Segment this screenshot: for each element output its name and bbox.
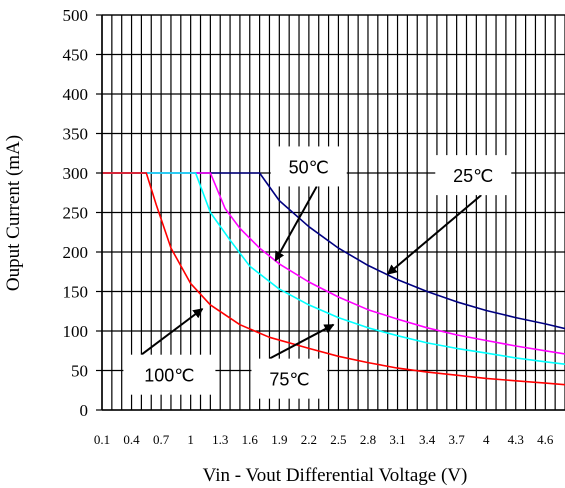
y-tick-label: 200 [63, 243, 89, 262]
x-tick-label: 1 [187, 432, 194, 447]
x-tick-label: 0.4 [123, 432, 140, 447]
x-tick-label: 2.2 [301, 432, 317, 447]
y-tick-label: 300 [63, 164, 89, 183]
x-tick-label: 2.5 [330, 432, 346, 447]
annotation-arrow [140, 308, 204, 356]
series-line [102, 172, 565, 365]
y-tick-label: 150 [63, 283, 89, 302]
x-tick-label: 4.6 [537, 432, 554, 447]
annotation-box [435, 155, 512, 196]
y-tick-label: 450 [63, 46, 89, 65]
x-tick-label: 3.4 [419, 432, 436, 447]
y-tick-label: 250 [63, 204, 89, 223]
annotation-arrow [386, 194, 482, 275]
annotation-box [270, 146, 347, 187]
annotation-box [123, 354, 216, 395]
annotation-box [251, 358, 328, 399]
annotation-arrow [274, 185, 318, 262]
y-tick-label: 400 [63, 85, 89, 104]
annotation-arrow [268, 323, 335, 360]
x-tick-label: 0.7 [153, 432, 170, 447]
series-line [102, 172, 565, 355]
y-axis-label: Ouput Current (mA) [3, 135, 24, 291]
x-axis-label: Vin - Vout Differential Voltage (V) [203, 465, 468, 486]
y-tick-label: 0 [80, 401, 89, 420]
x-tick-label: 2.8 [360, 432, 376, 447]
annotations: 50℃ 25℃ 100℃ 75℃ [123, 146, 512, 399]
annotation-label: 75℃ [269, 370, 309, 390]
y-tick-label: 500 [63, 6, 89, 25]
series-line [102, 172, 565, 330]
series-layer [102, 172, 565, 386]
x-tick-label: 1.9 [271, 432, 287, 447]
y-tick-label: 50 [71, 362, 88, 381]
x-tick-label: 3.1 [389, 432, 405, 447]
series-line [102, 172, 565, 386]
x-tick-label: 1.6 [242, 432, 259, 447]
annotation-label: 100℃ [144, 366, 194, 386]
annotation-label: 50℃ [289, 157, 329, 177]
y-tick-labels: 0 50 100 150 200 250 300 350 400 450 500 [63, 6, 102, 420]
x-tick-label: 0.1 [94, 432, 110, 447]
y-tick-label: 100 [63, 322, 89, 341]
x-tick-label: 1.3 [212, 432, 228, 447]
x-tick-label: 4.3 [508, 432, 524, 447]
x-tick-label: 3.7 [449, 432, 466, 447]
x-tick-label: 4 [483, 432, 490, 447]
annotation-label: 25℃ [453, 166, 493, 186]
y-tick-label: 350 [63, 125, 89, 144]
x-tick-labels: 0.1 0.4 0.7 1 1.3 1.6 1.9 2.2 2.5 2.8 3.1 3.4 3.7 4 4.… [94, 432, 554, 447]
